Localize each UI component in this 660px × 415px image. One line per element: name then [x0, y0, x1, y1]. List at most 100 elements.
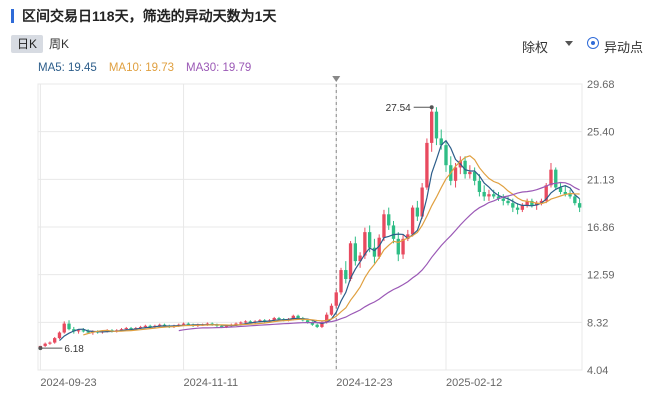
candle-body: [248, 321, 253, 323]
candle-body: [468, 171, 472, 175]
y-tick-label: 25.40: [587, 127, 615, 139]
candle-body: [243, 321, 248, 323]
candle-body: [315, 324, 319, 327]
candle-body: [472, 171, 477, 181]
candle-body: [329, 305, 334, 315]
y-tick-label: 4.04: [587, 365, 608, 377]
candle-body: [520, 205, 525, 210]
candle-body: [487, 194, 491, 197]
min-dot-icon: [38, 346, 43, 351]
candle-body: [363, 232, 367, 256]
candle-body: [511, 203, 515, 208]
adjust-select[interactable]: 除权: [522, 40, 549, 55]
candle-body: [554, 169, 558, 188]
candle-body: [496, 196, 501, 199]
radio-button-icon[interactable]: [587, 37, 599, 49]
candle-body: [377, 237, 381, 257]
candle-body: [124, 328, 128, 330]
candle-body: [477, 180, 482, 192]
candle-body: [62, 323, 66, 333]
candle-body: [43, 343, 47, 346]
candle-body: [181, 323, 186, 325]
candle-body: [348, 243, 353, 279]
candle-body: [86, 331, 90, 333]
plot-frame: [37, 83, 583, 371]
candle-body: [563, 191, 567, 195]
candle-body: [482, 191, 486, 197]
candle-body: [391, 225, 396, 239]
candle-body: [76, 330, 81, 332]
candle-body: [367, 232, 372, 248]
x-tick-label: 2024-12-23: [336, 377, 392, 389]
candle-body: [396, 238, 400, 255]
x-tick-label: 2025-02-12: [446, 377, 502, 389]
candle-body: [296, 315, 300, 319]
candle-body: [320, 322, 324, 327]
page-title: 区间交易日118天，筛选的异动天数为1天: [22, 8, 277, 24]
candle-body: [501, 198, 505, 201]
max-label: 27.54: [386, 103, 411, 114]
candle-body: [525, 200, 529, 206]
candle-body: [186, 323, 190, 325]
candle-body: [430, 111, 434, 143]
candle-body: [382, 214, 386, 238]
candle-body: [138, 326, 143, 329]
candle-body: [406, 234, 410, 239]
candle-body: [325, 314, 329, 323]
candle-body: [444, 145, 448, 166]
candle-body: [534, 203, 539, 206]
y-tick-label: 29.68: [587, 79, 615, 91]
candle-body: [53, 338, 57, 343]
x-tick-label: 2024-09-23: [40, 377, 96, 389]
abnormal-points-label[interactable]: 异动点: [604, 40, 644, 55]
y-tick-label: 16.86: [587, 222, 615, 234]
ma5-line: [59, 139, 580, 342]
candle-body: [568, 194, 572, 197]
candle-body: [272, 318, 276, 321]
candle-body: [401, 238, 405, 255]
candle-body: [439, 138, 443, 146]
candle-body: [358, 255, 362, 262]
candle-body: [344, 270, 348, 279]
candle-body: [492, 194, 496, 197]
header: 区间交易日118天，筛选的异动天数为1天: [0, 0, 660, 30]
candle-body: [224, 325, 229, 327]
candle-body: [577, 203, 582, 208]
candle-body: [549, 169, 553, 186]
period-tabs: 日K 周K: [11, 35, 75, 53]
candle-body: [539, 200, 544, 204]
candle-body: [415, 207, 420, 217]
min-label: 6.18: [64, 344, 84, 355]
y-tick-label: 21.13: [587, 174, 615, 186]
candle-body: [410, 207, 415, 235]
candle-body: [129, 328, 133, 330]
title-accent-bar: [11, 9, 14, 23]
candle-body: [57, 332, 62, 339]
candle-body: [148, 325, 152, 327]
candle-body: [291, 315, 295, 320]
candle-body: [310, 322, 315, 325]
candle-body: [558, 187, 563, 192]
ma10-line: [83, 155, 580, 336]
tab-weekly-k[interactable]: 周K: [49, 37, 70, 51]
ma-legend: MA5: 19.45 MA10: 19.73 MA30: 19.79: [38, 62, 251, 74]
max-dot-icon: [429, 105, 434, 110]
candle-body: [158, 324, 162, 326]
candle-body: [530, 200, 534, 206]
candle-body: [143, 325, 148, 327]
candle-body: [425, 142, 429, 188]
candle-body: [372, 247, 377, 257]
candle-body: [420, 187, 424, 217]
ma5-legend: MA5: 19.45: [38, 62, 97, 74]
y-tick-label: 12.59: [587, 270, 615, 282]
candle-body: [277, 318, 281, 320]
candle-body: [515, 207, 520, 210]
y-tick-label: 8.32: [587, 317, 608, 329]
tab-daily-k[interactable]: 日K: [11, 35, 44, 53]
chevron-down-icon[interactable]: [565, 41, 573, 46]
x-tick-label: 2024-11-11: [184, 377, 239, 389]
candle-body: [387, 214, 391, 226]
candle-body: [463, 160, 467, 175]
candle-body: [305, 320, 310, 323]
